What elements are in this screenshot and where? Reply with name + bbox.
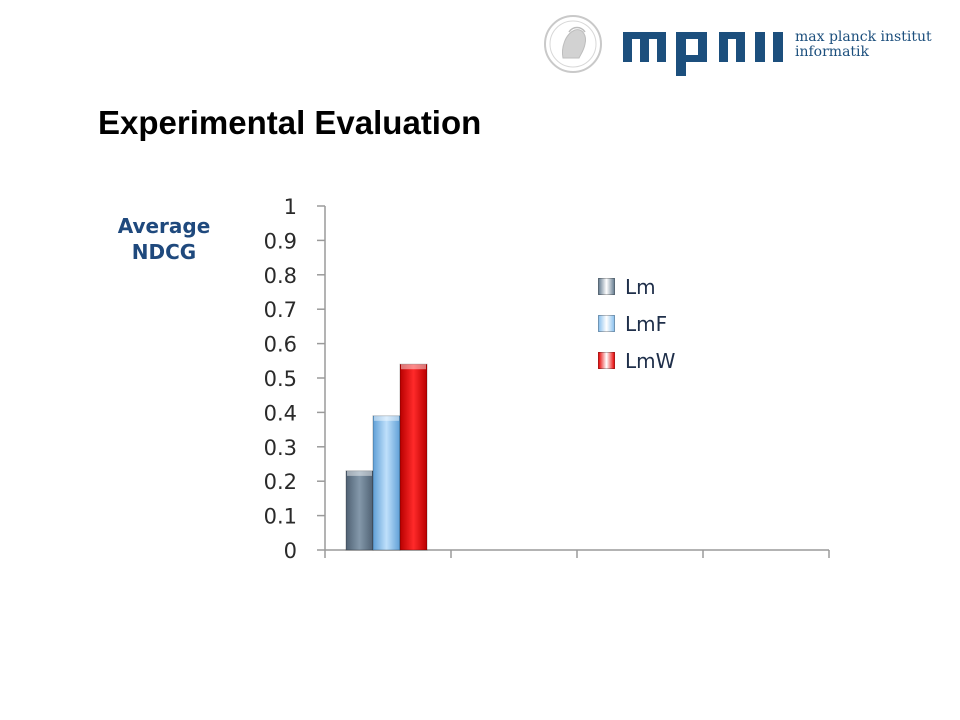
institute-name-line2: informatik — [795, 44, 870, 60]
y-tick-label: 0.6 — [264, 333, 297, 357]
y-axis-label: Average NDCG — [117, 214, 211, 264]
bar-lm — [345, 470, 374, 551]
y-tick-label: 0.7 — [264, 298, 297, 322]
y-tick-label: 0.1 — [264, 505, 297, 529]
bar-highlight-lmw — [401, 364, 426, 370]
y-tick-label: 0.4 — [264, 401, 297, 425]
institute-name: max planck institut informatik — [795, 30, 932, 60]
y-tick-label: 0 — [284, 539, 297, 563]
legend-label: LmF — [625, 311, 668, 336]
legend-swatch — [598, 352, 615, 369]
institute-name-line1: max planck institut — [795, 29, 932, 45]
y-tick-label: 0.9 — [264, 229, 297, 253]
y-tick-label: 0.5 — [264, 367, 297, 391]
bar-highlight-lmf — [374, 415, 399, 421]
y-tick-label: 0.8 — [264, 264, 297, 288]
legend-swatch — [598, 315, 615, 332]
bar-highlight-lm — [347, 470, 372, 476]
legend-item-lmw: LmW — [598, 342, 675, 379]
chart-legend: Lm LmF LmW — [598, 268, 675, 379]
bar-lmw — [399, 363, 428, 551]
minerva-seal-icon — [544, 15, 602, 73]
legend-item-lmf: LmF — [598, 305, 675, 342]
legend-item-lm: Lm — [598, 268, 675, 305]
legend-swatch — [598, 278, 615, 295]
page-title: Experimental Evaluation — [98, 104, 482, 141]
legend-label: Lm — [625, 274, 656, 299]
legend-label: LmW — [625, 348, 676, 373]
mpii-wordmark — [623, 32, 783, 76]
y-tick-label: 1 — [284, 195, 297, 219]
bar-lmf — [372, 415, 401, 551]
y-tick-label: 0.2 — [264, 470, 297, 494]
y-tick-label: 0.3 — [264, 436, 297, 460]
